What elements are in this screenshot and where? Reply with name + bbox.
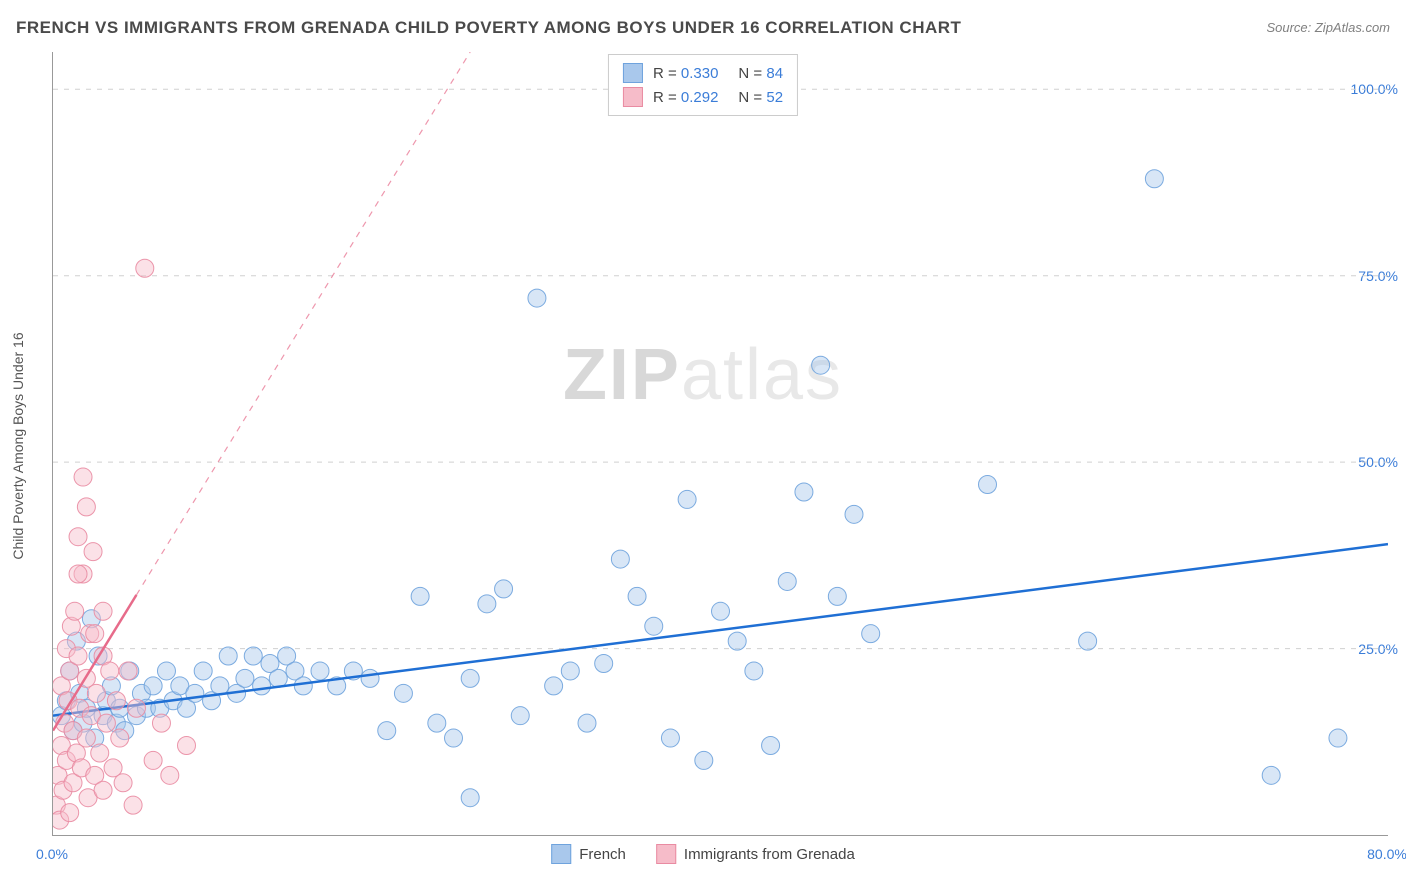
legend-swatch bbox=[623, 63, 643, 83]
legend-n: N = 52 bbox=[738, 89, 783, 106]
legend-r: R = 0.330 bbox=[653, 65, 718, 82]
legend-swatch bbox=[551, 844, 571, 864]
correlation-legend: R = 0.330 N = 84 R = 0.292 N = 52 bbox=[608, 54, 798, 116]
x-tick-label: 80.0% bbox=[1367, 846, 1406, 862]
y-axis-label: Child Poverty Among Boys Under 16 bbox=[10, 332, 26, 559]
series-legend: French Immigrants from Grenada bbox=[551, 844, 855, 864]
legend-swatch bbox=[656, 844, 676, 864]
series-legend-item: French bbox=[551, 844, 626, 864]
legend-label: French bbox=[579, 846, 626, 863]
legend-row: R = 0.292 N = 52 bbox=[623, 85, 783, 109]
legend-row: R = 0.330 N = 84 bbox=[623, 61, 783, 85]
legend-label: Immigrants from Grenada bbox=[684, 846, 855, 863]
chart-title: FRENCH VS IMMIGRANTS FROM GRENADA CHILD … bbox=[16, 18, 961, 38]
scatter-svg bbox=[53, 52, 1388, 835]
source-attribution: Source: ZipAtlas.com bbox=[1266, 20, 1390, 35]
legend-swatch bbox=[623, 87, 643, 107]
plot-area bbox=[52, 52, 1388, 836]
series-legend-item: Immigrants from Grenada bbox=[656, 844, 855, 864]
x-tick-label: 0.0% bbox=[36, 846, 68, 862]
legend-n: N = 84 bbox=[738, 65, 783, 82]
legend-r: R = 0.292 bbox=[653, 89, 718, 106]
